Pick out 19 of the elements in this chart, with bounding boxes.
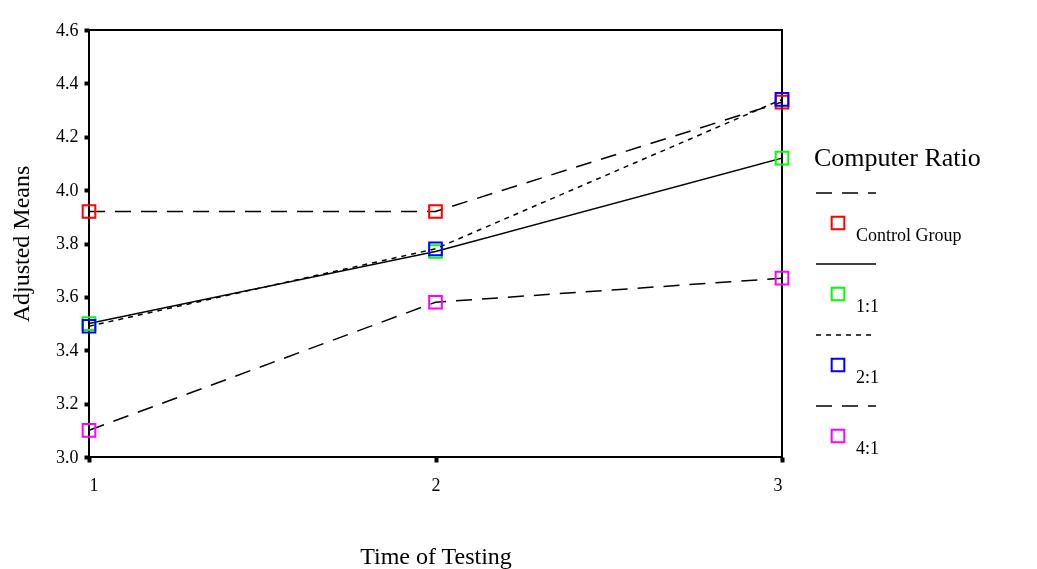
y-tick-label: 4.0 — [56, 179, 79, 200]
legend-label: Control Group — [856, 225, 962, 245]
y-tick-label: 4.4 — [56, 72, 79, 93]
legend-label: 1:1 — [856, 296, 880, 316]
legend-label: 2:1 — [856, 367, 880, 387]
legend-title: Computer Ratio — [814, 143, 981, 172]
x-tick-label: 3 — [773, 474, 783, 495]
y-tick-label: 4.2 — [56, 126, 79, 147]
y-tick-label: 3.0 — [56, 446, 79, 467]
y-axis-title: Adjusted Means — [8, 165, 34, 323]
x-axis-title: Time of Testing — [360, 542, 512, 569]
y-tick-label: 3.6 — [56, 286, 79, 307]
x-tick-label: 1 — [89, 474, 99, 495]
legend-label: 4:1 — [856, 438, 880, 458]
y-tick-label: 3.2 — [56, 393, 79, 414]
y-tick-label: 3.4 — [56, 339, 79, 360]
x-tick-label: 2 — [431, 474, 441, 495]
y-tick-label: 3.8 — [56, 233, 79, 253]
y-tick-label: 4.6 — [56, 19, 79, 40]
